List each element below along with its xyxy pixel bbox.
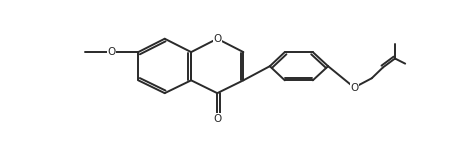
Text: O: O — [213, 114, 222, 124]
Text: O: O — [107, 47, 116, 57]
Text: O: O — [350, 83, 359, 93]
Text: O: O — [213, 34, 222, 44]
